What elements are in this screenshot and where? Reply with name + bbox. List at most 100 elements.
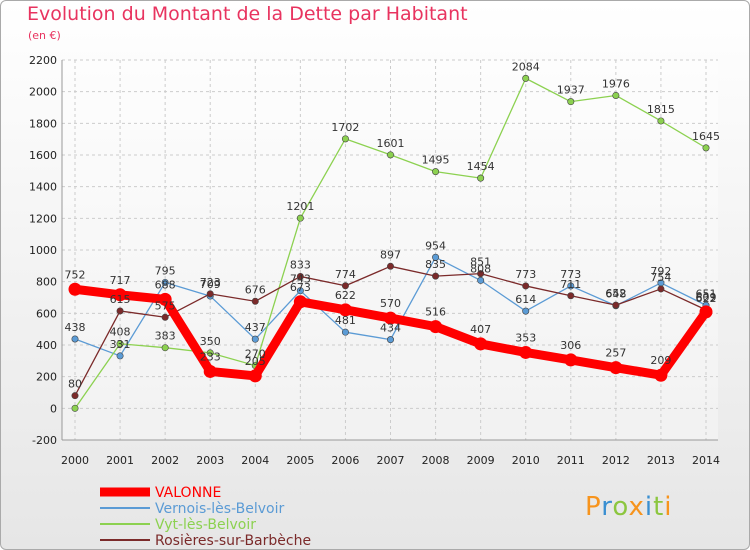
- data-label-rosieres-sur-barbeche: 774: [335, 268, 356, 281]
- y-tick-label: 1400: [29, 181, 57, 194]
- data-point-vyt-les-belvoir: [432, 168, 440, 176]
- data-label-vyt-les-belvoir: 1937: [557, 84, 585, 97]
- data-label-rosieres-sur-barbeche: 676: [245, 283, 266, 296]
- chart-title: Evolution du Montant de la Dette par Hab…: [27, 3, 468, 25]
- data-label-vernois-les-belvoir: 434: [380, 322, 401, 335]
- data-point-rosieres-sur-barbeche: [296, 272, 304, 280]
- legend-entry: Rosières-sur-Barbèche: [155, 533, 311, 549]
- data-point-valonne: [564, 353, 578, 367]
- data-label-valonne: 688: [155, 278, 176, 291]
- data-point-vyt-les-belvoir: [386, 151, 394, 159]
- data-point-valonne: [384, 311, 397, 325]
- y-tick-label: 800: [36, 276, 57, 289]
- data-label-rosieres-sur-barbeche: 851: [470, 256, 491, 269]
- data-point-valonne: [519, 345, 533, 359]
- data-label-valonne: 257: [605, 347, 626, 360]
- data-label-vernois-les-belvoir: 481: [335, 314, 356, 327]
- data-label-valonne: 233: [200, 350, 221, 363]
- data-point-vyt-les-belvoir: [296, 214, 304, 222]
- data-label-valonne: 516: [425, 306, 446, 319]
- data-label-vyt-les-belvoir: 1815: [647, 103, 675, 116]
- data-label-rosieres-sur-barbeche: 773: [515, 268, 536, 281]
- x-tick-label: 2009: [467, 454, 495, 467]
- logo-letter: i: [644, 492, 654, 522]
- logo-letter: x: [628, 492, 645, 522]
- x-tick-label: 2001: [106, 454, 134, 467]
- data-point-rosieres-sur-barbeche: [251, 297, 259, 305]
- y-tick-label: 0: [50, 402, 57, 415]
- data-label-vernois-les-belvoir: 437: [245, 321, 266, 334]
- data-label-vyt-les-belvoir: 1201: [286, 200, 314, 213]
- data-label-valonne: 609: [696, 291, 717, 304]
- data-point-valonne: [203, 364, 217, 378]
- data-label-vyt-les-belvoir: 1601: [377, 137, 405, 150]
- data-label-vernois-les-belvoir: 743: [290, 273, 311, 286]
- data-label-vernois-les-belvoir: 795: [155, 264, 176, 277]
- data-point-valonne: [68, 282, 82, 296]
- y-tick-label: 2200: [29, 54, 57, 67]
- data-label-rosieres-sur-barbeche: 615: [110, 293, 131, 306]
- data-point-vernois-les-belvoir: [341, 328, 349, 336]
- data-label-valonne: 673: [290, 281, 311, 294]
- x-tick-label: 2008: [422, 454, 450, 467]
- y-tick-label: -200: [32, 434, 57, 447]
- data-label-valonne: 353: [515, 331, 536, 344]
- data-point-valonne: [654, 368, 668, 382]
- data-point-vernois-les-belvoir: [522, 307, 530, 315]
- data-point-vyt-les-belvoir: [116, 340, 124, 348]
- data-label-valonne: 306: [560, 339, 581, 352]
- data-label-valonne: 752: [65, 268, 86, 281]
- data-point-vyt-les-belvoir: [522, 74, 530, 82]
- data-label-rosieres-sur-barbeche: 897: [380, 248, 401, 261]
- x-tick-label: 2013: [647, 454, 675, 467]
- data-label-vernois-les-belvoir: 438: [65, 321, 86, 334]
- logo-letter: r: [601, 492, 613, 522]
- data-point-rosieres-sur-barbeche: [612, 301, 620, 309]
- x-tick-label: 2002: [151, 454, 179, 467]
- data-label-vyt-les-belvoir: 2084: [512, 60, 540, 73]
- data-point-valonne: [429, 320, 443, 334]
- data-point-vernois-les-belvoir: [432, 253, 440, 261]
- data-label-valonne: 205: [245, 355, 266, 368]
- data-point-valonne: [699, 305, 713, 319]
- data-point-rosieres-sur-barbeche: [116, 307, 124, 315]
- logo-letter: o: [612, 492, 629, 522]
- data-point-vernois-les-belvoir: [386, 336, 394, 344]
- data-point-vernois-les-belvoir: [251, 335, 259, 343]
- data-point-valonne: [113, 288, 127, 302]
- data-point-vernois-les-belvoir: [477, 276, 485, 284]
- data-labels: 438 331 795 709 437 743 481 434 954 808 614 773 648 7…: [65, 60, 721, 390]
- data-label-vernois-les-belvoir: 954: [425, 239, 446, 252]
- data-label-vyt-les-belvoir: 1645: [692, 130, 720, 143]
- data-label-rosieres-sur-barbeche: 622: [696, 292, 717, 305]
- x-tick-label: 2011: [557, 454, 585, 467]
- logo-letter: t: [653, 492, 665, 522]
- data-point-rosieres-sur-barbeche: [161, 313, 169, 321]
- data-label-vernois-les-belvoir: 773: [560, 268, 581, 281]
- legend-entry: Vyt-lès-Belvoir: [155, 517, 256, 533]
- data-label-vyt-les-belvoir: 1454: [467, 160, 495, 173]
- data-point-valonne: [338, 303, 352, 317]
- data-label-vernois-les-belvoir: 792: [650, 265, 671, 278]
- y-tick-label: 1000: [29, 244, 57, 257]
- data-point-rosieres-sur-barbeche: [477, 270, 485, 278]
- data-label-vernois-les-belvoir: 331: [110, 338, 131, 351]
- data-label-vernois-les-belvoir: 648: [605, 288, 626, 301]
- y-tick-label: 2000: [29, 86, 57, 99]
- data-point-rosieres-sur-barbeche: [657, 285, 665, 293]
- data-label-vyt-les-belvoir: 270: [245, 348, 266, 361]
- data-point-vyt-les-belvoir: [161, 344, 169, 352]
- y-tick-label: 400: [36, 339, 57, 352]
- data-label-rosieres-sur-barbeche: 652: [605, 287, 626, 300]
- data-point-rosieres-sur-barbeche: [522, 282, 530, 290]
- data-point-vernois-les-belvoir: [296, 287, 304, 295]
- data-point-vyt-les-belvoir: [206, 349, 214, 357]
- axes: -200 0 200 400 600 800 1000 1200 1400 1600 1800 200…: [29, 54, 720, 467]
- data-label-valonne: 407: [470, 323, 491, 336]
- data-point-valonne: [248, 369, 262, 383]
- legend-entry: VALONNE: [155, 485, 221, 501]
- x-tick-label: 2010: [512, 454, 540, 467]
- data-point-vernois-les-belvoir: [116, 352, 124, 360]
- data-label-vernois-les-belvoir: 614: [515, 293, 536, 306]
